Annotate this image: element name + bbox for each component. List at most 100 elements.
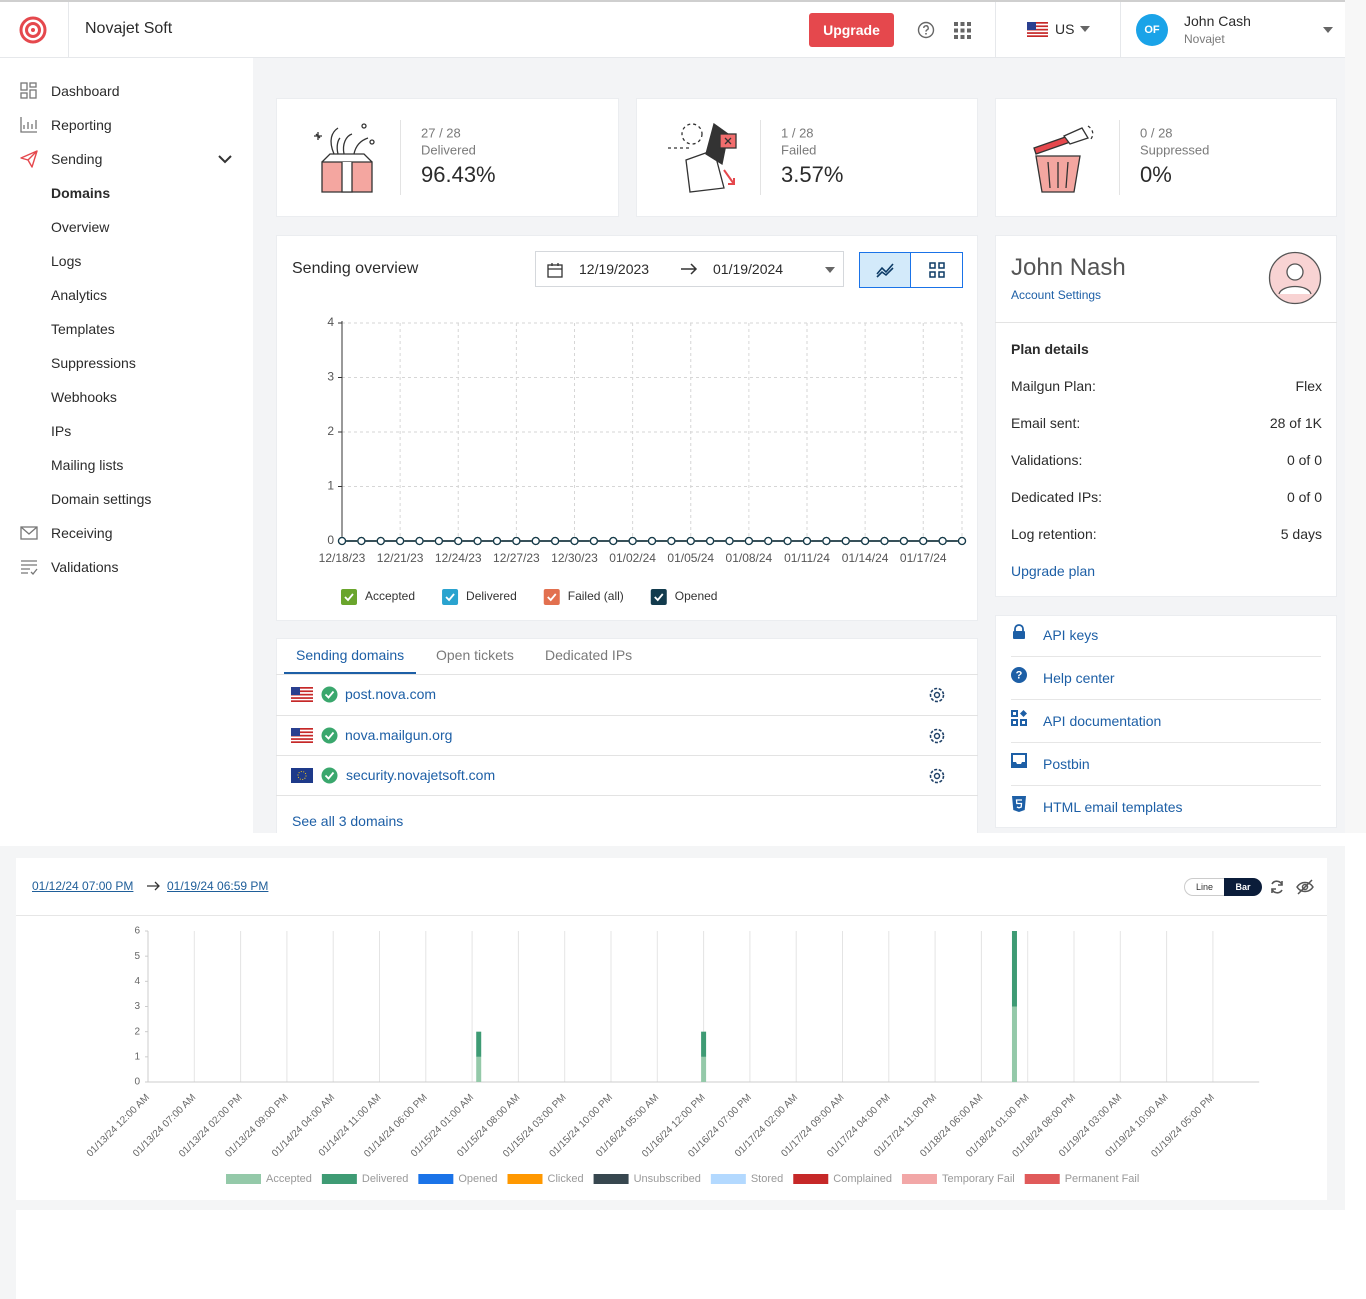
- stat-percent: 96.43%: [421, 162, 496, 187]
- refresh-icon[interactable]: [1269, 879, 1285, 895]
- point: [628, 536, 637, 546]
- legend-swatch: [1024, 1174, 1060, 1184]
- settings-icon[interactable]: [928, 727, 946, 745]
- y-tick-label: 4: [327, 315, 334, 329]
- date-from[interactable]: 12/19/2023: [579, 261, 650, 277]
- chevron[interactable]: [218, 155, 232, 164]
- grid-view-button[interactable]: [910, 252, 963, 288]
- nav-item[interactable]: Sending: [51, 151, 103, 167]
- legend-swatch: [341, 589, 357, 605]
- nav-item[interactable]: Mailing lists: [51, 457, 124, 473]
- profile-name: John Nash: [1011, 254, 1126, 281]
- divider: [16, 915, 1327, 916]
- plan-label: Dedicated IPs:: [1011, 489, 1103, 505]
- legend-swatch: [321, 1174, 357, 1184]
- quick-link[interactable]: Postbin: [1043, 756, 1090, 772]
- nav-item[interactable]: Receiving: [51, 525, 113, 541]
- quick-link[interactable]: API keys: [1043, 627, 1099, 643]
- see-all-link[interactable]: See all 3 domains: [292, 813, 404, 829]
- domain-link[interactable]: nova.mailgun.org: [345, 727, 453, 743]
- line-chart: 0 1 2 3 4 12/18/23 12/21/23 12/24/23 12/27/23 12/…: [319, 315, 967, 605]
- quick-link[interactable]: Help center: [1043, 670, 1115, 686]
- us-flag[interactable]: [1027, 22, 1048, 37]
- legend-swatch: [710, 1174, 746, 1184]
- date-to[interactable]: 01/19/2024: [713, 261, 784, 277]
- tab-active[interactable]: Sending domains: [296, 647, 405, 663]
- x-tick-label: 12/21/23: [377, 551, 424, 565]
- nav-item[interactable]: Reporting: [51, 117, 112, 133]
- bar: [701, 1031, 707, 1057]
- point: [570, 536, 579, 546]
- quick-link[interactable]: API documentation: [1043, 713, 1162, 729]
- apps-icon[interactable]: [954, 22, 972, 40]
- divider: [68, 2, 69, 58]
- point: [434, 536, 444, 546]
- tab[interactable]: Open tickets: [436, 647, 514, 663]
- upgrade-plan-link[interactable]: Upgrade plan: [1011, 563, 1096, 579]
- nav-item[interactable]: Webhooks: [51, 389, 117, 405]
- divider: [995, 322, 1337, 323]
- nav-item[interactable]: Validations: [51, 559, 119, 575]
- bar: [1011, 1006, 1017, 1082]
- nav-item[interactable]: IPs: [51, 423, 72, 439]
- nav-item[interactable]: Overview: [51, 219, 110, 235]
- line-toggle[interactable]: Line: [1184, 878, 1224, 896]
- bar-toggle[interactable]: Bar: [1224, 878, 1262, 896]
- settings-icon[interactable]: [928, 767, 946, 785]
- y-tick-label: 1: [134, 1051, 140, 1062]
- account-settings-link[interactable]: Account Settings: [1011, 288, 1102, 302]
- arrow: [681, 263, 698, 275]
- stat-label: Failed: [781, 142, 817, 158]
- nav-item[interactable]: Logs: [51, 253, 82, 269]
- range-to[interactable]: 01/19/24 06:59 PM: [167, 879, 269, 893]
- plan-value: 5 days: [1280, 526, 1322, 542]
- stat-label: Suppressed: [1140, 142, 1210, 158]
- x-tick-label: 01/11/24: [784, 551, 830, 565]
- help-icon[interactable]: [916, 20, 936, 40]
- divider: [1011, 785, 1321, 786]
- grid-icon: [929, 262, 945, 278]
- dashboard-icon: [20, 82, 37, 99]
- chart-icon: [876, 263, 894, 278]
- verified-icon: [321, 727, 338, 744]
- region[interactable]: US: [1055, 21, 1075, 37]
- divider: [995, 2, 996, 58]
- legend-label: Permanent Fail: [1065, 1173, 1140, 1185]
- caret[interactable]: [1323, 27, 1333, 33]
- divider: [1120, 2, 1121, 58]
- x-tick-label: 01/02/24: [609, 551, 656, 565]
- domain-link[interactable]: post.nova.com: [345, 686, 437, 702]
- settings-icon[interactable]: [928, 686, 946, 704]
- caret[interactable]: [825, 267, 835, 273]
- nav-item[interactable]: Templates: [51, 321, 115, 337]
- point: [783, 536, 792, 546]
- nav-item[interactable]: Suppressions: [51, 355, 136, 371]
- stat-ratio: 27 / 28: [421, 125, 461, 141]
- hide-icon[interactable]: [1296, 879, 1314, 895]
- nav-item-active[interactable]: Domains: [51, 185, 111, 201]
- nav-item[interactable]: Analytics: [51, 287, 108, 303]
- us-flag: [291, 728, 313, 743]
- bar: [476, 1031, 482, 1057]
- avatar[interactable]: OF: [1136, 14, 1168, 46]
- nav-item[interactable]: Dashboard: [51, 83, 120, 99]
- user-name: John Cash: [1184, 13, 1251, 29]
- quick-link[interactable]: HTML email templates: [1043, 799, 1183, 815]
- point: [957, 536, 967, 546]
- range-from[interactable]: 01/12/24 07:00 PM: [32, 879, 134, 893]
- logo[interactable]: [19, 16, 47, 44]
- x-tick-label: 01/08/24: [726, 551, 773, 565]
- tab[interactable]: Dedicated IPs: [545, 647, 633, 663]
- legend-label: Clicked: [548, 1173, 584, 1185]
- divider: [1011, 656, 1321, 657]
- legend-label: Stored: [751, 1173, 783, 1185]
- upgrade-button[interactable]: Upgrade: [809, 13, 894, 47]
- domain-link[interactable]: security.novajetsoft.com: [346, 767, 496, 783]
- point: [705, 536, 715, 546]
- point: [899, 536, 909, 546]
- legend-label: Temporary Fail: [942, 1173, 1015, 1185]
- postbin-icon: [1011, 753, 1027, 768]
- legend-label: Unsubscribed: [634, 1173, 701, 1185]
- nav-item[interactable]: Domain settings: [51, 491, 152, 507]
- plan-label: Email sent:: [1011, 415, 1081, 431]
